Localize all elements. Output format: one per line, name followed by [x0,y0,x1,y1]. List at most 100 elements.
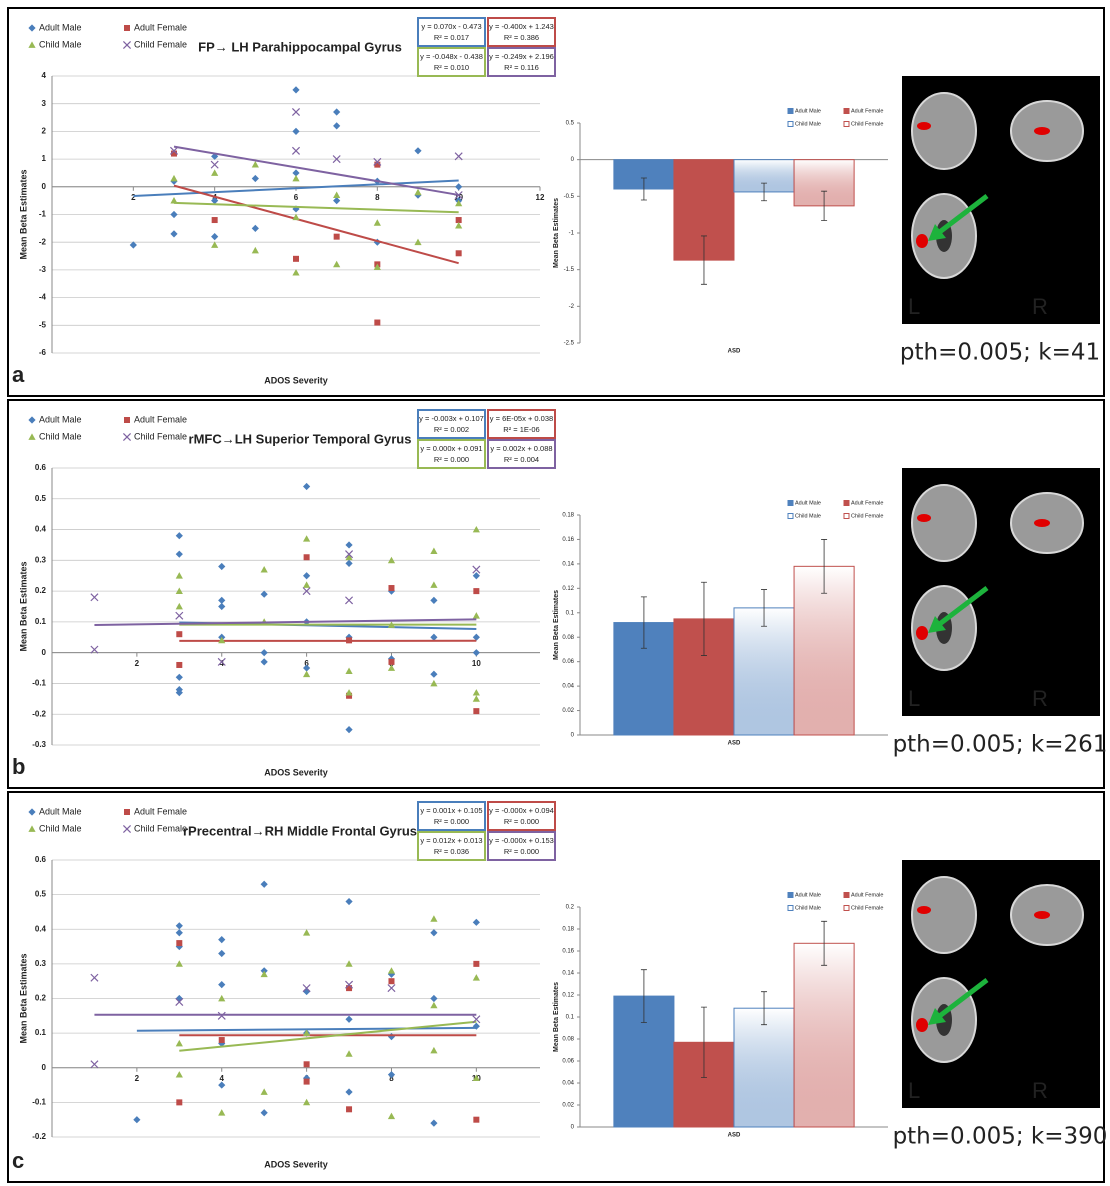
data-point [473,961,479,967]
y-tick-label: 0.18 [562,513,574,519]
trendline-equation: y = 6E-05x + 0.038 [490,414,553,423]
chart-title: FP→ LH Parahippocampal Gyrus [198,39,402,54]
y-tick-label: -0.1 [32,679,46,688]
bar [794,943,854,1127]
x-axis-label: ADOS Severity [264,1159,328,1169]
legend-swatch [844,906,849,911]
y-tick-label: -5 [39,320,47,329]
legend-swatch [844,893,849,898]
y-tick-label: 0.2 [35,994,47,1003]
data-point [304,1061,310,1067]
legend-swatch [788,501,793,506]
y-tick-label: 0.14 [562,971,574,977]
y-axis-label: Mean Beta Estimates [18,561,28,651]
x-tick-label: ASD [728,349,741,355]
activation [917,514,931,522]
data-point [388,585,394,591]
y-axis-label: Mean Beta Estimates [18,169,28,259]
data-point [473,1117,479,1123]
trendline-r2: R² = 1E-06 [503,425,539,434]
legend-label: Child Female [851,905,883,911]
figure: -6-5-4-3-2-10123424681012FP→ LH Parahipp… [0,0,1110,1186]
bar [734,1008,794,1127]
legend-label: Child Male [39,823,82,833]
activation [1034,911,1050,919]
legend-marker [124,809,130,815]
y-axis-label: Mean Beta Estimates [553,590,560,660]
y-tick-label: -0.5 [564,194,575,200]
legend-label: Child Female [851,121,883,127]
data-point [219,1037,225,1043]
brain-coronal [912,485,976,561]
page: -6-5-4-3-2-10123424681012FP→ LH Parahipp… [0,0,1110,1186]
legend-label: Adult Female [134,414,187,424]
panel-label: a [12,362,25,387]
legend-label: Adult Male [795,892,821,898]
x-tick-label: ASD [728,741,741,747]
legend-swatch [788,893,793,898]
y-tick-label: 0.3 [35,959,47,968]
activation [916,1018,928,1032]
legend-label: Child Male [39,39,82,49]
y-axis-label: Mean Beta Estimates [553,982,560,1052]
data-point [293,256,299,262]
y-tick-label: 0 [42,648,47,657]
legend-label: Child Female [134,431,187,441]
legend-swatch [844,501,849,506]
y-tick-label: 0.1 [35,1028,47,1037]
trendline-r2: R² = 0.036 [434,847,469,856]
brain-left-label: L [908,294,920,319]
data-point [334,234,340,240]
legend-swatch [844,122,849,127]
y-tick-label: -0.2 [32,709,46,718]
legend-label: Child Male [795,905,821,911]
activation [916,234,928,248]
legend-label: Adult Male [795,108,821,114]
threshold-caption: pth=0.005; k=41 [900,340,1100,366]
activation [917,122,931,130]
y-tick-label: -0.1 [32,1097,46,1106]
x-tick-label: 2 [131,193,136,202]
data-point [176,662,182,668]
y-tick-label: 0.02 [562,1103,574,1109]
data-point [473,708,479,714]
trendline-r2: R² = 0.002 [434,425,469,434]
y-tick-label: 0.5 [35,890,47,899]
y-tick-label: 1 [42,154,47,163]
threshold-caption: pth=0.005; k=390 [893,1124,1108,1150]
y-tick-label: -1 [569,231,575,237]
x-axis-label: ADOS Severity [264,767,328,777]
trendline-equation: y = -0.000x + 0.094 [489,806,554,815]
y-tick-label: 0.2 [35,586,47,595]
y-tick-label: -0.3 [32,740,46,749]
data-point [176,631,182,637]
y-tick-label: 0 [42,1063,47,1072]
y-tick-label: 0.16 [562,537,574,543]
legend-label: Adult Female [134,806,187,816]
y-tick-label: 0 [42,182,47,191]
y-tick-label: 0.14 [562,561,574,567]
trendline-r2: R² = 0.000 [434,455,469,464]
legend-label: Child Male [795,513,821,519]
trendline-r2: R² = 0.017 [434,33,469,42]
y-tick-label: -2.5 [564,341,575,347]
x-tick-label: 8 [375,193,380,202]
trendline-equation: y = -0.400x + 1.243 [489,22,554,31]
activation [916,626,928,640]
trendline-r2: R² = 0.116 [504,63,539,72]
data-point [473,588,479,594]
legend-label: Adult Female [134,22,187,32]
trendline-equation: y = 0.002x + 0.088 [490,444,552,453]
x-tick-label: 6 [294,193,299,202]
y-tick-label: 3 [42,99,47,108]
data-point [304,554,310,560]
chart-title: rPrecentral→RH Middle Frontal Gyrus [183,823,417,838]
y-tick-label: 0.12 [562,586,574,592]
legend-swatch [788,122,793,127]
legend-label: Adult Male [39,22,82,32]
legend-label: Child Male [795,121,821,127]
activation [917,906,931,914]
trendline-equation: y = -0.048x - 0.438 [420,52,483,61]
y-tick-label: -6 [39,348,47,357]
panel-label: c [12,1148,24,1173]
